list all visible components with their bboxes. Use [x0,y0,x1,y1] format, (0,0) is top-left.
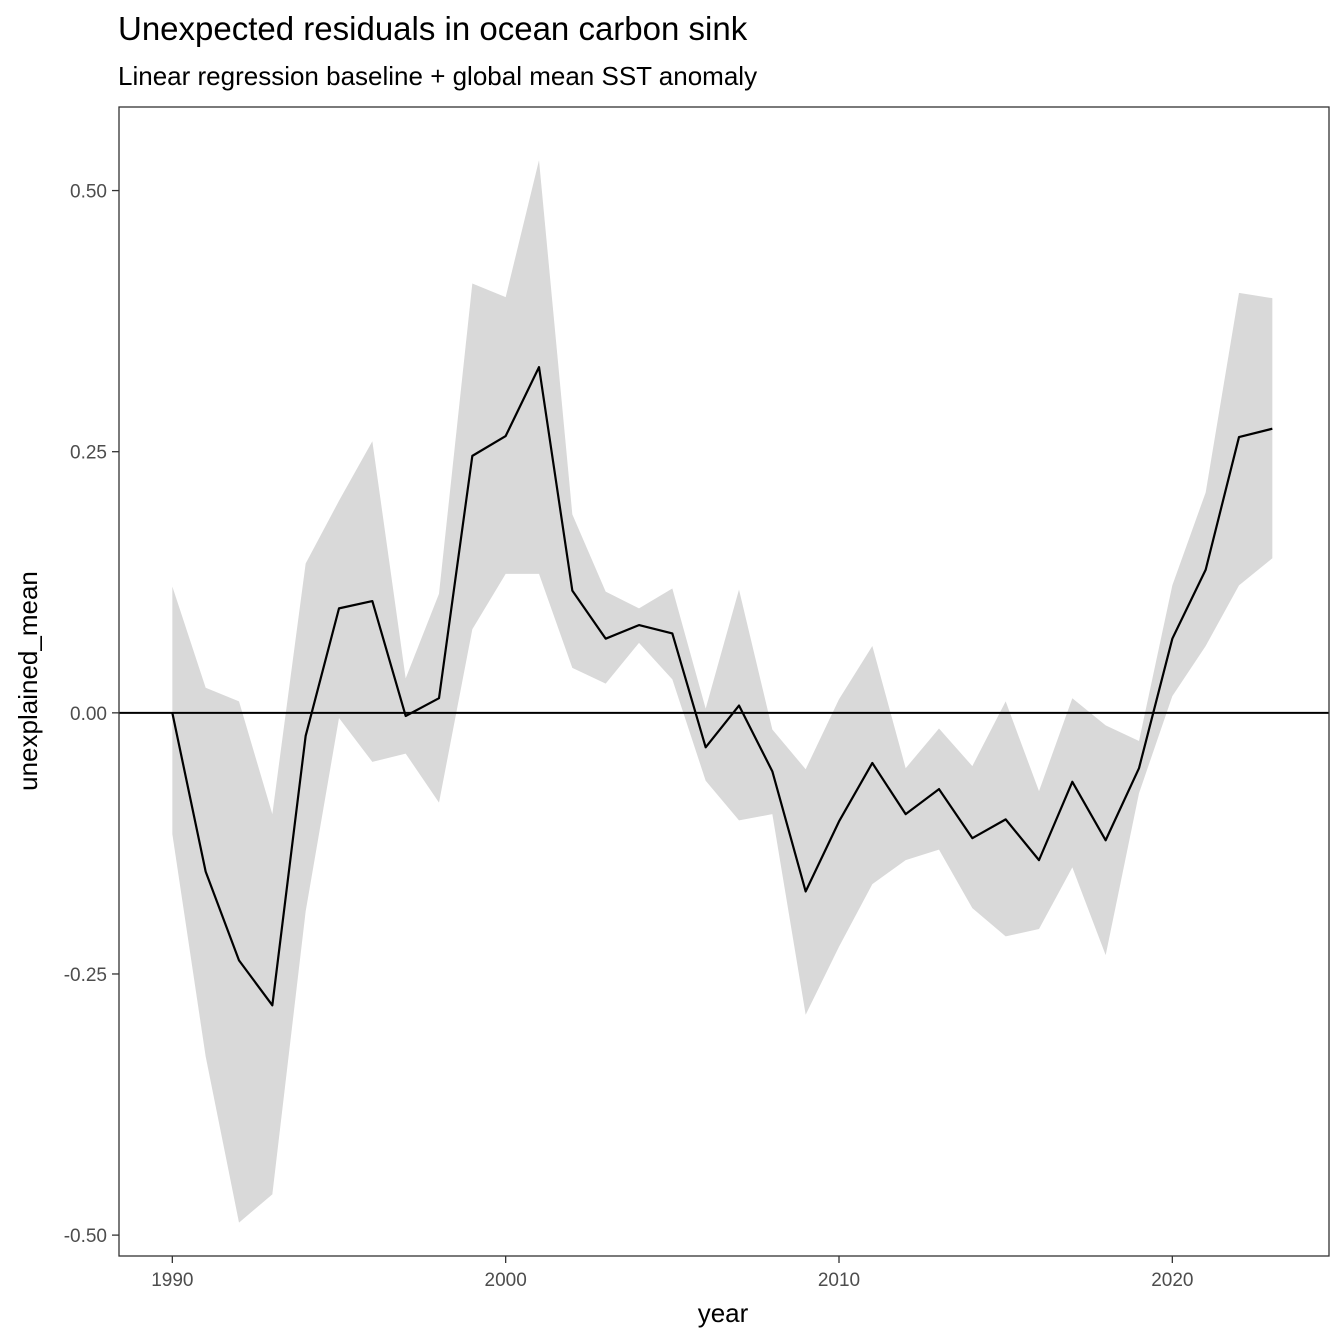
x-axis: 1990 2000 2010 2020 [151,1256,1193,1291]
y-tick-label: 0.00 [70,704,107,725]
x-tick-label: 2000 [485,1270,527,1291]
y-tick-label: 0.25 [70,443,107,464]
plot-frame [118,106,1330,1257]
confidence-ribbon [172,160,1273,1223]
chart-subtitle: Linear regression baseline + global mean… [118,61,757,91]
x-tick-label: 2020 [1151,1270,1193,1291]
y-axis-title: unexplained_mean [13,571,43,791]
y-axis: 0.50 0.25 0.00 -0.25 -0.50 [64,182,119,1247]
y-tick-label: 0.50 [70,182,107,203]
residual-mean-line [171,365,1273,1007]
y-tick-label: -0.50 [64,1226,107,1247]
x-tick-label: 1990 [151,1270,193,1291]
x-axis-title: year [698,1298,749,1328]
x-tick-label: 2010 [818,1270,860,1291]
plot-area [118,106,1330,1257]
chart-title: Unexpected residuals in ocean carbon sin… [118,10,748,47]
y-tick-label: -0.25 [64,965,107,986]
